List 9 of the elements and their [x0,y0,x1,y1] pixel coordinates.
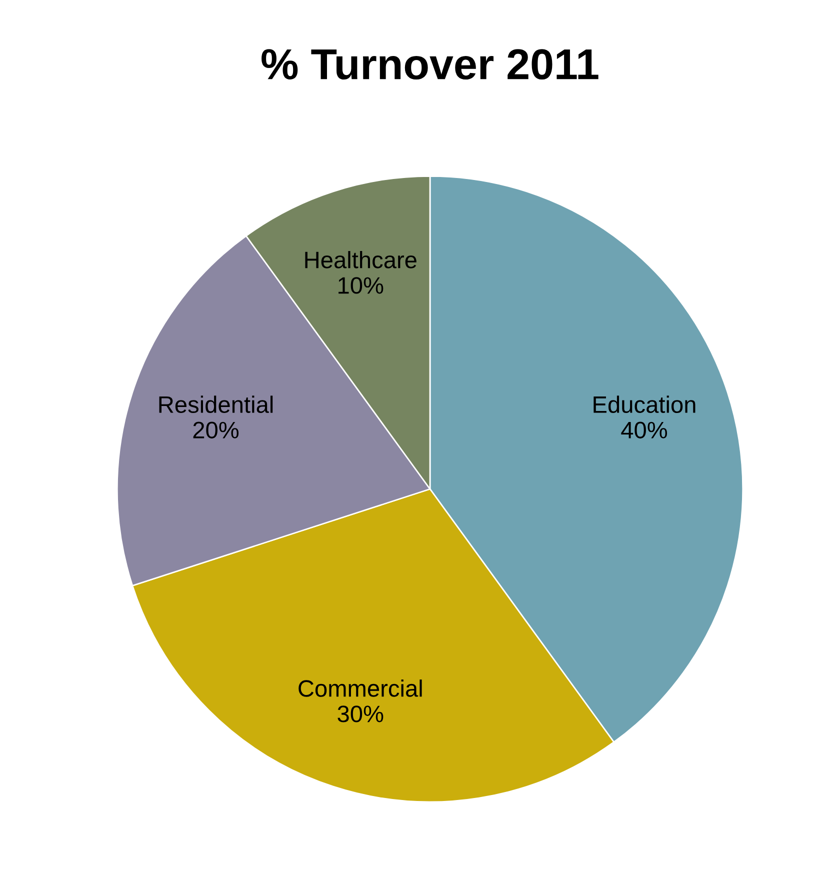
slice-label: Education [594,396,696,414]
chart-title: % Turnover 2011 [262,49,598,80]
data-label: 10% [338,277,384,294]
slice-label: Commercial [298,680,422,697]
slice-label: Residential [159,396,273,414]
data-label: 30% [338,706,384,722]
data-label: 40% [621,422,668,438]
data-label: 20% [193,422,239,438]
slice-label: Healthcare [305,251,416,268]
